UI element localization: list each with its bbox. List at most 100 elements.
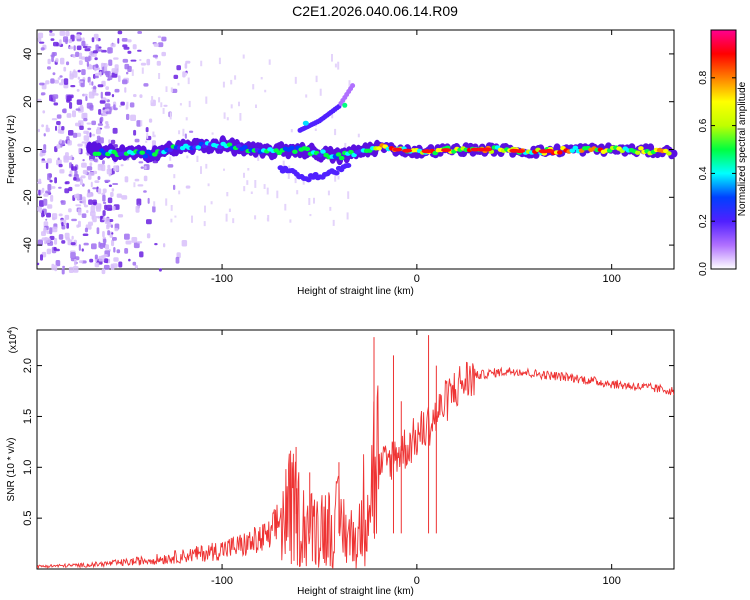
noise-cell <box>282 160 285 168</box>
noise-cell <box>51 263 55 271</box>
noise-cell <box>185 72 188 76</box>
noise-cell <box>125 240 132 245</box>
noise-cell <box>134 178 140 182</box>
noise-cell <box>74 184 80 187</box>
noise-cell <box>91 37 95 43</box>
noise-cell <box>80 175 86 179</box>
noise-cell <box>133 129 137 136</box>
noise-cell <box>147 197 150 204</box>
noise-cell <box>103 258 109 263</box>
noise-cell <box>319 88 322 96</box>
noise-cell <box>163 104 168 107</box>
noise-cell <box>169 156 172 161</box>
band-core <box>666 151 672 156</box>
noise-cell <box>337 61 340 70</box>
noise-cell <box>85 95 88 102</box>
noise-cell <box>103 254 108 257</box>
noise-cell <box>53 41 59 47</box>
noise-cell <box>71 235 74 240</box>
noise-cell <box>54 264 58 272</box>
noise-cell <box>75 51 80 57</box>
noise-cell <box>100 91 103 99</box>
noise-cell <box>143 175 148 182</box>
noise-cell <box>246 180 249 185</box>
noise-cell <box>50 78 55 84</box>
noise-cell <box>96 49 103 52</box>
noise-cell <box>101 268 106 275</box>
noise-cell <box>88 199 93 205</box>
noise-cell <box>143 190 147 193</box>
noise-cell <box>104 217 110 224</box>
noise-cell <box>89 258 94 263</box>
noise-cell <box>112 237 117 241</box>
noise-cell <box>107 47 113 54</box>
noise-cell <box>254 180 257 188</box>
noise-cell <box>45 124 49 132</box>
noise-cell <box>92 89 97 96</box>
y-exponent-label: (x104) <box>7 327 19 354</box>
noise-cell <box>39 82 45 86</box>
noise-cell <box>174 215 177 218</box>
band-core <box>335 152 342 157</box>
noise-cell <box>90 211 96 217</box>
noise-cell <box>254 215 257 220</box>
noise-cell <box>260 77 263 80</box>
noise-cell <box>58 234 64 240</box>
noise-cell <box>49 30 53 33</box>
noise-cell <box>83 135 90 141</box>
noise-cell <box>39 206 42 214</box>
noise-cell <box>207 183 210 187</box>
noise-cell <box>120 101 125 106</box>
noise-cell <box>110 191 114 197</box>
band-core <box>317 153 323 158</box>
noise-cell <box>205 96 208 104</box>
spectrogram-heatmap <box>37 30 678 275</box>
noise-cell <box>136 241 143 244</box>
noise-cell <box>64 188 70 194</box>
noise-cell <box>230 79 233 85</box>
band-core <box>289 145 295 150</box>
noise-cell <box>87 76 91 83</box>
noise-cell <box>111 94 115 98</box>
branch-upper <box>350 83 356 89</box>
noise-cell <box>95 72 100 77</box>
noise-cell <box>43 133 46 137</box>
band-core <box>167 147 173 153</box>
noise-cell <box>42 110 46 114</box>
noise-cell <box>200 60 203 67</box>
noise-cell <box>111 232 114 235</box>
noise-cell <box>83 242 89 246</box>
noise-cell <box>106 168 113 175</box>
noise-cell <box>94 180 100 183</box>
noise-cell <box>76 224 80 228</box>
noise-cell <box>116 193 122 198</box>
noise-cell <box>135 205 140 213</box>
noise-cell <box>37 239 43 246</box>
band-core <box>111 149 117 155</box>
colorbar-tick-label: 0.0 <box>698 262 709 276</box>
noise-cell <box>134 138 140 143</box>
noise-cell <box>108 59 113 66</box>
noise-cell <box>176 65 181 71</box>
noise-cell <box>56 121 61 125</box>
noise-cell <box>137 49 142 52</box>
chart-title: C2E1.2026.040.06.14.R09 <box>292 3 458 19</box>
noise-cell <box>68 130 74 136</box>
noise-cell <box>211 132 214 135</box>
band-hotspot <box>482 147 492 152</box>
noise-cell <box>63 155 67 160</box>
noise-cell <box>46 212 51 218</box>
noise-cell <box>70 85 76 88</box>
noise-cell <box>45 238 51 243</box>
noise-cell <box>98 255 105 262</box>
noise-cell <box>184 133 187 139</box>
noise-cell <box>334 173 337 182</box>
noise-cell <box>104 70 111 76</box>
noise-cell <box>182 71 186 78</box>
noise-cell <box>54 79 59 84</box>
noise-cell <box>118 261 123 268</box>
noise-cell <box>86 46 92 49</box>
noise-cell <box>128 258 131 262</box>
noise-cell <box>98 109 102 115</box>
